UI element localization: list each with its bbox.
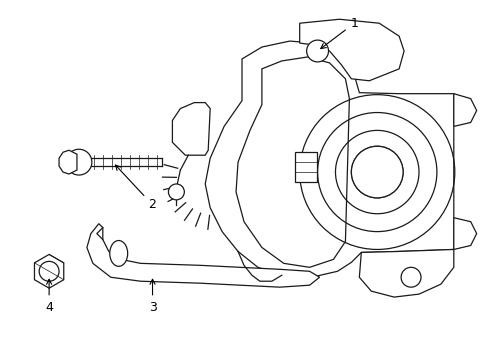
Polygon shape [205,41,453,277]
Polygon shape [299,19,403,81]
Polygon shape [172,103,210,155]
Circle shape [306,40,328,62]
Polygon shape [359,249,453,297]
Text: 2: 2 [115,165,156,211]
Circle shape [351,146,402,198]
Circle shape [400,267,420,287]
Circle shape [66,149,92,175]
Text: 1: 1 [320,17,358,49]
Polygon shape [59,150,77,174]
Ellipse shape [109,240,127,266]
Bar [294,152,316,182]
Circle shape [168,184,184,200]
Circle shape [39,261,59,281]
Polygon shape [35,255,63,288]
Polygon shape [453,94,476,126]
Text: 4: 4 [45,279,53,314]
Polygon shape [453,218,476,249]
Text: 3: 3 [148,279,156,314]
Polygon shape [87,224,319,287]
